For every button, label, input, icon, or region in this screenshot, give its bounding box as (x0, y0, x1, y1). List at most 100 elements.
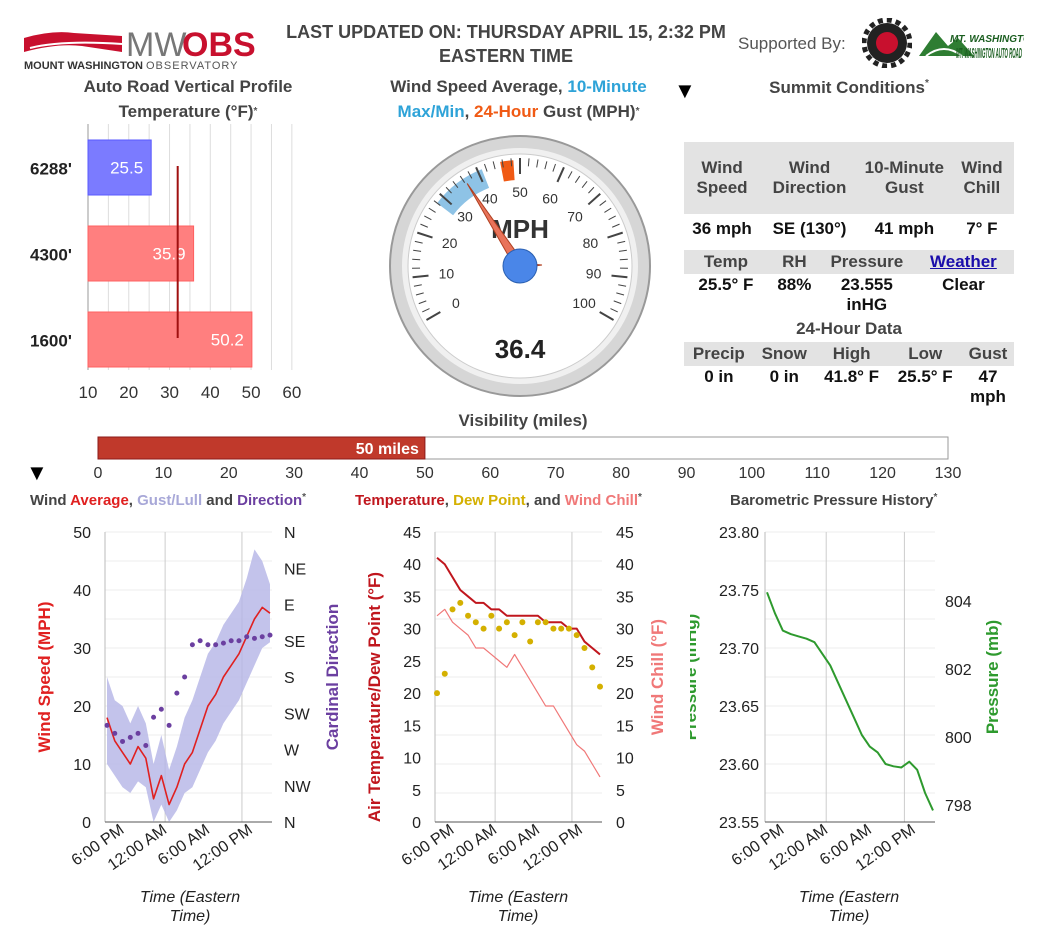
profile-title-line1: Auto Road Vertical Profile (83, 77, 293, 96)
pressure-y-tick: 23.70 (719, 641, 759, 658)
temp-y-tick: 30 (403, 622, 421, 639)
gauge-tick (567, 171, 573, 179)
gauge-title-d: 24-Hour (474, 102, 539, 121)
gauge-tick (452, 181, 459, 188)
direction-dot (158, 706, 164, 712)
summit-v-low: 25.5° F (897, 367, 953, 386)
gauge-tick-label: 80 (583, 235, 599, 251)
pressure-y-tick: 23.65 (719, 699, 759, 716)
sponsor-text: MT. WASHINGTON AUTO ROAD (956, 45, 1022, 62)
wind-title-d: Gust/Lull (137, 492, 203, 509)
dew-point-dot (457, 599, 464, 606)
profile-tick: 60 (282, 383, 301, 402)
temp-y-tick: 10 (403, 751, 421, 768)
dew-point-dot (565, 625, 572, 632)
visibility-tick: 60 (481, 465, 499, 482)
gauge-tick-label: 70 (567, 208, 583, 224)
direction-dot (174, 690, 180, 696)
gauge-tick (424, 215, 432, 221)
visibility-title: Visibility (miles) (458, 411, 588, 430)
summit-v-wind-direction: SE (130°) (772, 219, 847, 238)
gauge-value: 36.4 (495, 334, 546, 364)
supported-by: Supported By: (738, 34, 846, 53)
summit-v-precip: 0 in (704, 367, 734, 386)
wind-y-tick: 20 (73, 699, 91, 716)
gauge-needle (466, 183, 543, 270)
temp-y-tick: 40 (403, 557, 421, 574)
summit-h-rh: RH (767, 250, 821, 274)
gauge-tick (611, 223, 620, 228)
logo-mark: MW OBS MOUNT WASHINGTON OBSERVATORY (24, 26, 256, 72)
wind-chart[interactable]: 50 40 30 20 10 0 N NE E SE S SW W NW N Wind Speed (MPH)… (0, 510, 340, 930)
gauge-tick (616, 292, 625, 296)
temp-chart[interactable]: 45 45 40 40 35 35 30 30 25 25 20 20 15 15 10 10 5 5 0 0 Air … (340, 510, 690, 930)
gauge-tick (422, 308, 430, 313)
wind-title-f: Direction (237, 492, 303, 509)
wind-y-tick: 50 (73, 525, 91, 542)
pressure-chart[interactable]: 23.80 23.75 23.70 23.65 23.60 23.55 804 802 800 7… (690, 510, 1035, 930)
temp-y-tick: 5 (412, 783, 421, 800)
profile-elevation: 1600' (30, 332, 72, 351)
wind-dir-tick: W (284, 743, 300, 760)
gauge-tick (599, 311, 615, 321)
visibility-bar: 50 miles 0 10 20 30 40 50 60 70 80 90 100 110 120 130 (94, 436, 961, 482)
wind-y-tick: 30 (73, 641, 91, 658)
summit-v-pressure: 23.555 inHG (840, 275, 893, 314)
weather-link[interactable]: Weather (930, 252, 997, 271)
logo-sub-a: MOUNT WASHINGTON (24, 60, 143, 72)
wind-dir-tick: N (284, 525, 296, 542)
gauge-tick (608, 215, 616, 221)
profile-bar-value: 25.5 (110, 159, 143, 178)
pressure-y-tick: 23.75 (719, 583, 759, 600)
temp-title-c: Dew Point (453, 492, 526, 509)
dew-point-dot (465, 612, 472, 619)
logo-mw: MW (126, 26, 186, 64)
pressure-title-text: Barometric Pressure History (730, 492, 934, 509)
direction-dot (236, 638, 242, 644)
wind-chill-line (436, 608, 601, 778)
dew-point-dot (441, 670, 448, 677)
gauge-title-c: , (464, 102, 475, 121)
summit-v-wind-speed: 36 mph (692, 219, 752, 238)
wind-dir-tick: NW (284, 779, 312, 796)
gauge-toggle-icon[interactable]: ▼ (674, 78, 696, 103)
gauge-tick (611, 274, 628, 279)
wind-average-line (106, 606, 271, 806)
dew-point-dot (597, 683, 603, 690)
charts-toggle-icon[interactable]: ▼ (26, 460, 48, 485)
last-updated: LAST UPDATED ON: THURSDAY APRIL 15, 2:32… (272, 20, 740, 68)
pressure-y2-tick: 802 (945, 662, 972, 679)
gauge-tick (607, 231, 624, 239)
profile-bar (87, 311, 253, 368)
profile-title-line2: Temperature (°F) (118, 102, 254, 121)
pressure-y-tick: 23.80 (719, 525, 759, 542)
sponsor-gear-icon[interactable] (861, 17, 913, 69)
auto-road-logo[interactable]: MT. WASHINGTON MT. WASHINGTON AUTO ROAD (914, 24, 1039, 64)
gauge-tick (588, 186, 595, 194)
visibility-tick: 30 (285, 465, 303, 482)
temp-y2-tick: 0 (616, 815, 625, 832)
direction-dot (120, 738, 126, 744)
temp-y2-tick: 10 (616, 751, 634, 768)
gauge-tick-label: 30 (457, 208, 473, 224)
profile-bar (87, 225, 195, 282)
dew-point-dot (472, 619, 479, 626)
gauge-tick (613, 300, 622, 305)
logo[interactable]: MW OBS MOUNT WASHINGTON OBSERVATORY (22, 16, 267, 72)
pressure-y-tick: 23.55 (719, 815, 759, 832)
direction-dot (251, 635, 257, 641)
x-axis-label: Time (Eastern (799, 889, 899, 906)
direction-dot (135, 730, 141, 736)
pressure-y2-tick: 798 (945, 798, 972, 815)
wind-y-tick: 0 (82, 815, 91, 832)
x-axis-label: Time) (170, 908, 211, 925)
gauge-tick (618, 249, 627, 252)
summit-v-rh: 88% (777, 275, 812, 294)
gauge-tick (418, 300, 427, 305)
profile-elevation: 4300' (30, 246, 72, 265)
summit-h-low: Low (888, 342, 962, 366)
direction-dot (197, 638, 203, 644)
pressure-title-star: * (933, 492, 938, 503)
gauge-tick (445, 186, 452, 194)
summit-conditions: Wind Speed Wind Direction 10-Minute Gust… (684, 142, 1014, 408)
